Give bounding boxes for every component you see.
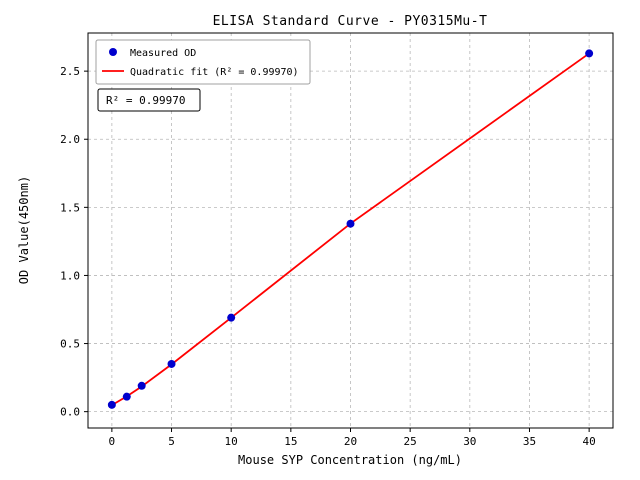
measured-od-point bbox=[107, 400, 116, 409]
annotation: R² = 0.99970 bbox=[97, 88, 201, 112]
y-tick-label: 2.5 bbox=[60, 65, 80, 78]
legend-label-fit: Quadratic fit (R² = 0.99970) bbox=[130, 67, 299, 78]
x-tick-label: 25 bbox=[404, 435, 417, 448]
axes-layer: 0 5 10 15 20 25 30 35 40 0.0 0.5 1.0 1.5 2.0 2.5 bbox=[60, 32, 614, 448]
y-axis-label: OD Value(450nm) bbox=[17, 176, 31, 284]
y-tick-label: 1.5 bbox=[60, 201, 80, 214]
y-tick-label: 2.0 bbox=[60, 133, 80, 146]
x-tick-label: 30 bbox=[463, 435, 476, 448]
measured-od-point bbox=[122, 392, 131, 401]
x-tick-label: 40 bbox=[583, 435, 596, 448]
x-axis-label: Mouse SYP Concentration (ng/mL) bbox=[238, 453, 462, 467]
legend-marker-measured-od bbox=[109, 48, 117, 56]
series-layer bbox=[107, 49, 594, 409]
measured-od-point bbox=[167, 359, 176, 368]
measured-od-point bbox=[346, 219, 355, 228]
y-tick-label: 0.0 bbox=[60, 406, 80, 419]
x-tick-label: 10 bbox=[225, 435, 238, 448]
chart-title: ELISA Standard Curve - PY0315Mu-T bbox=[213, 14, 488, 29]
annotation-box bbox=[97, 88, 201, 112]
y-tick-label: 0.5 bbox=[60, 338, 80, 351]
x-tick-label: 35 bbox=[523, 435, 536, 448]
legend-label-measured-od: Measured OD bbox=[130, 48, 196, 59]
measured-od-point bbox=[137, 381, 146, 390]
y-tick-label: 1.0 bbox=[60, 269, 80, 282]
legend: Measured OD Quadratic fit (R² = 0.99970) bbox=[95, 39, 311, 85]
annotation-r-squared-text: R² = 0.99970 bbox=[106, 94, 185, 107]
legend-box bbox=[95, 39, 311, 85]
measured-od-point bbox=[585, 49, 594, 58]
x-tick-label: 15 bbox=[284, 435, 297, 448]
x-tick-label: 5 bbox=[168, 435, 175, 448]
measured-od-point bbox=[227, 313, 236, 322]
x-tick-label: 20 bbox=[344, 435, 357, 448]
x-tick-label: 0 bbox=[109, 435, 116, 448]
